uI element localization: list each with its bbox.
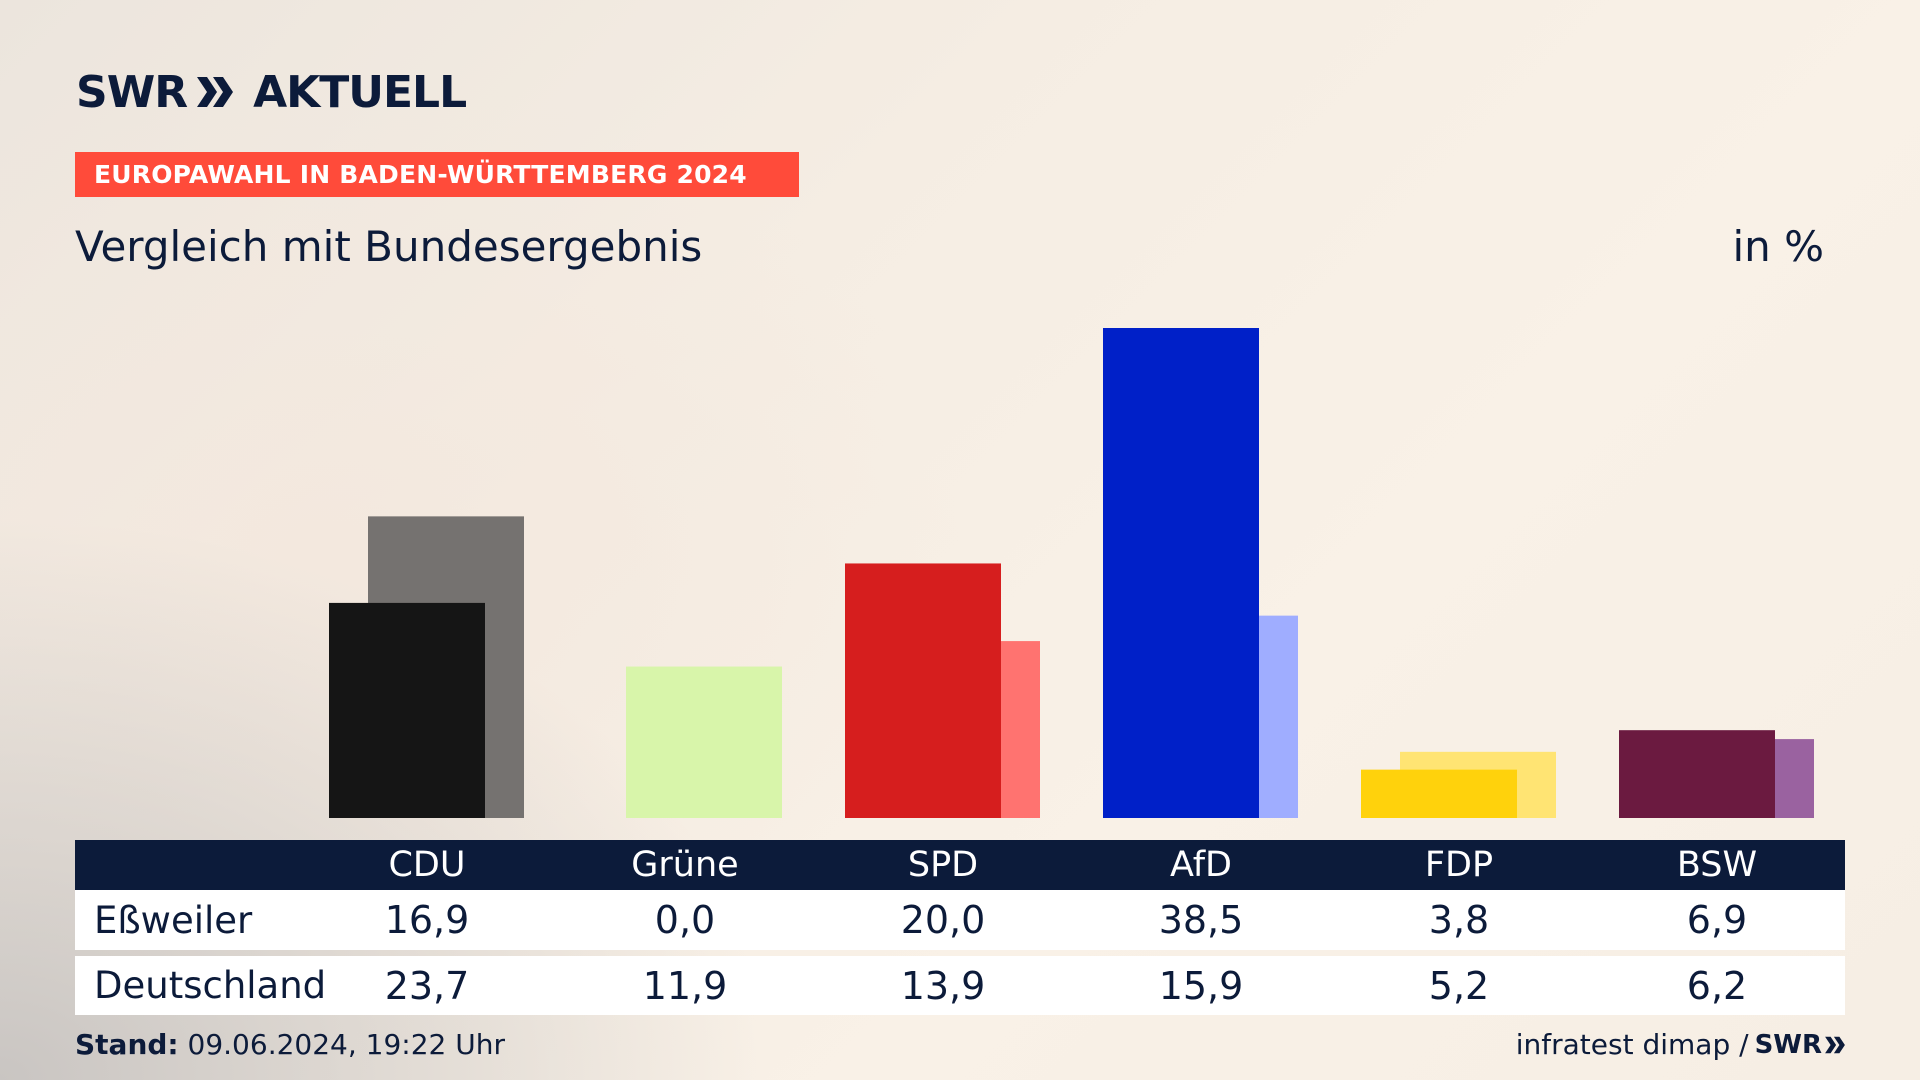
table-header: CDU Grüne SPD AfD FDP BSW <box>75 840 1845 890</box>
table-cell-cdu: 16,9 <box>384 898 470 942</box>
double-chevron-icon <box>197 77 234 107</box>
table-cell-spd: 13,9 <box>900 963 986 1008</box>
double-chevron-small-icon <box>1825 1036 1845 1053</box>
bar-local-cdu <box>329 602 485 818</box>
table-cell-afd: 15,9 <box>1158 963 1244 1008</box>
table-cell-fdp: 3,8 <box>1428 898 1490 942</box>
bar-local-spd <box>845 563 1001 818</box>
bar-local-bsw <box>1619 730 1775 818</box>
row-label-national: Deutschland <box>94 964 327 1007</box>
column-header-afd: AfD <box>1170 845 1232 885</box>
table-cell-afd: 38,5 <box>1158 898 1244 942</box>
bar-national-gr-ne <box>626 666 782 818</box>
results-table: CDU Grüne SPD AfD FDP BSW Eßweiler 16,9 0,0 20,… <box>75 840 1845 1015</box>
table-row-national: Deutschland 23,7 11,9 13,9 15,9 5,2 6,2 <box>75 956 1845 1015</box>
table-cell-fdp: 5,2 <box>1428 963 1490 1008</box>
stand-label: Stand: <box>75 1028 179 1061</box>
swr-small-logo: SWR <box>1755 1030 1846 1060</box>
source-credit: infratest dimap / SWR <box>1516 1028 1846 1061</box>
table-cell-bsw: 6,2 <box>1686 963 1748 1008</box>
table-cell-bsw: 6,9 <box>1686 898 1748 942</box>
table-cell-gr-ne: 11,9 <box>642 963 728 1008</box>
bar-local-afd <box>1103 328 1259 818</box>
table-cell-cdu: 23,7 <box>384 963 470 1008</box>
table-cell-spd: 20,0 <box>900 898 986 942</box>
column-header-gr-ne: Grüne <box>631 845 739 885</box>
bar-local-fdp <box>1361 769 1517 818</box>
column-header-bsw: BSW <box>1676 845 1758 885</box>
brand-name: SWR <box>76 66 188 118</box>
table-row-local: Eßweiler 16,9 0,0 20,0 38,5 3,8 6,9 <box>75 890 1845 950</box>
stand-value: 09.06.2024, 19:22 Uhr <box>187 1028 505 1061</box>
row-label-local: Eßweiler <box>94 898 253 942</box>
small-logo-text: SWR <box>1754 1029 1822 1060</box>
timestamp: Stand: 09.06.2024, 19:22 Uhr <box>75 1028 505 1061</box>
election-banner: EUROPAWAHL IN BADEN-WÜRTTEMBERG 2024 <box>75 152 799 197</box>
unit-label: in % <box>1732 222 1824 271</box>
column-header-spd: SPD <box>907 845 979 885</box>
source-text: infratest dimap / <box>1515 1028 1749 1061</box>
table-cell-gr-ne: 0,0 <box>654 898 716 942</box>
column-header-cdu: CDU <box>388 845 466 885</box>
brand-suffix: AKTUELL <box>253 66 467 118</box>
swr-aktuell-logo: SWR AKTUELL <box>76 66 467 118</box>
chart-subtitle: Vergleich mit Bundesergebnis <box>75 222 703 271</box>
column-header-fdp: FDP <box>1424 845 1494 885</box>
